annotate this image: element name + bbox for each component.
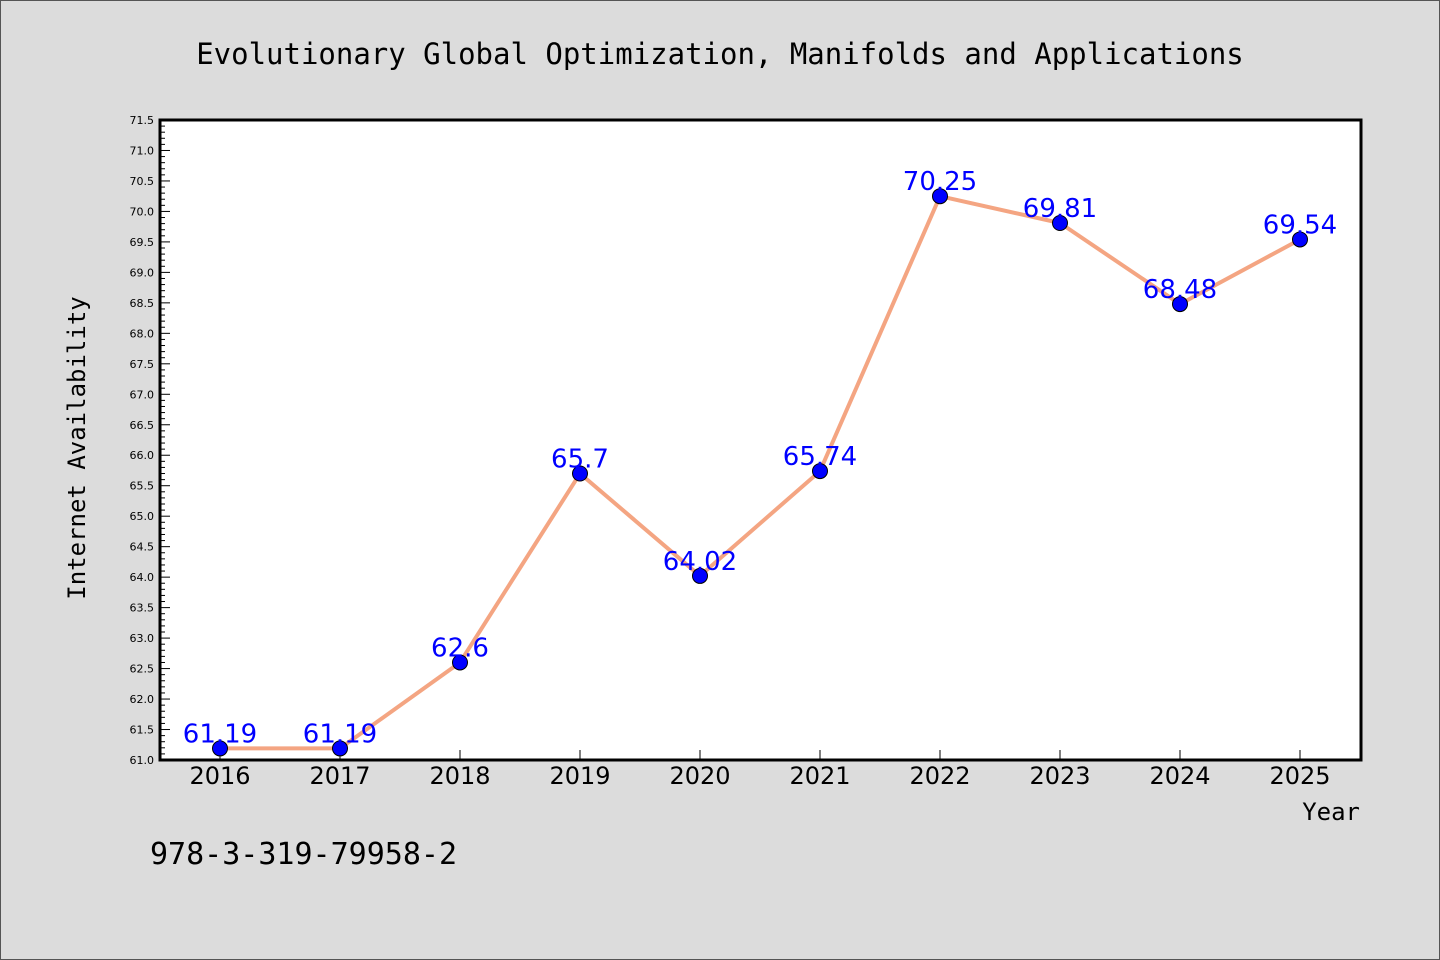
- plot-area: [158, 118, 1363, 762]
- y-tick-label: 71.0: [130, 144, 155, 157]
- data-labels: 61.19 61.19 62.6 65.7 64.02 65.74 70.25 69.81 68…: [183, 167, 1337, 749]
- data-label: 61.19: [183, 719, 257, 749]
- y-tick-label: 66.5: [130, 419, 155, 432]
- chart-title: Evolutionary Global Optimization, Manifo…: [196, 37, 1244, 71]
- data-label: 68.48: [1143, 275, 1217, 305]
- x-tick-label: 2023: [1029, 762, 1090, 790]
- data-point-marker: [1292, 231, 1308, 248]
- y-tick-label: 66.0: [130, 449, 155, 462]
- x-axis-label: Year: [1302, 798, 1360, 826]
- data-point-marker: [1052, 215, 1068, 232]
- data-label: 65.74: [783, 442, 857, 472]
- data-label: 70.25: [903, 167, 977, 197]
- x-tick-label: 2016: [189, 762, 250, 790]
- isbn-text: 978-3-319-79958-2: [150, 837, 457, 872]
- y-axis: 61.0 61.5 62.0 62.5 63.0 63.5 64.0 64.5 65.0 65.5…: [130, 114, 170, 767]
- data-point-marker: [452, 654, 468, 671]
- y-tick-label: 62.0: [130, 693, 155, 706]
- x-tick-label: 2021: [789, 762, 850, 790]
- y-tick-label: 64.5: [130, 541, 155, 554]
- data-point-marker: [932, 188, 948, 205]
- y-tick-label: 65.0: [130, 510, 155, 523]
- y-tick-label: 64.0: [130, 571, 155, 584]
- y-tick-label: 67.0: [130, 388, 155, 401]
- y-axis-label: Internet Availability: [63, 296, 91, 599]
- y-tick-label: 62.5: [130, 663, 155, 676]
- data-point-marker: [212, 740, 228, 757]
- data-label: 69.81: [1023, 194, 1097, 224]
- data-label: 65.7: [551, 445, 609, 475]
- y-tick-label: 68.0: [130, 327, 155, 340]
- y-tick-label: 69.0: [130, 266, 155, 279]
- data-point-marker: [1172, 296, 1188, 313]
- data-label: 61.19: [303, 719, 377, 749]
- y-tick-label: 70.0: [130, 205, 155, 218]
- y-tick-label: 65.5: [130, 480, 155, 493]
- y-tick-label: 61.5: [130, 724, 155, 737]
- x-tick-label: 2024: [1149, 762, 1210, 790]
- y-tick-label: 61.0: [130, 754, 155, 767]
- y-tick-label: 69.5: [130, 236, 155, 249]
- series-line: [220, 194, 1301, 751]
- x-tick-label: 2019: [549, 762, 610, 790]
- x-tick-label: 2017: [309, 762, 370, 790]
- data-markers: [212, 188, 1308, 757]
- y-tick-label: 67.5: [130, 358, 155, 371]
- data-label: 64.02: [663, 547, 737, 577]
- y-tick-label: 70.5: [130, 175, 155, 188]
- data-label: 62.6: [431, 633, 489, 663]
- y-tick-label: 63.5: [130, 602, 155, 615]
- x-tick-label: 2022: [909, 762, 970, 790]
- data-point-marker: [332, 740, 348, 757]
- y-tick-label: 68.5: [130, 297, 155, 310]
- x-axis: 2016 2017 2018 2019 2020 2021 2022 2023 2024 2025: [189, 750, 1331, 790]
- data-label: 69.54: [1263, 210, 1337, 240]
- y-tick-label: 63.0: [130, 632, 155, 645]
- x-tick-label: 2025: [1269, 762, 1330, 790]
- data-point-marker: [572, 465, 588, 482]
- x-tick-label: 2020: [669, 762, 730, 790]
- data-point-marker: [692, 567, 708, 584]
- x-tick-label: 2018: [429, 762, 490, 790]
- data-point-marker: [812, 463, 828, 480]
- y-tick-label: 71.5: [130, 114, 155, 127]
